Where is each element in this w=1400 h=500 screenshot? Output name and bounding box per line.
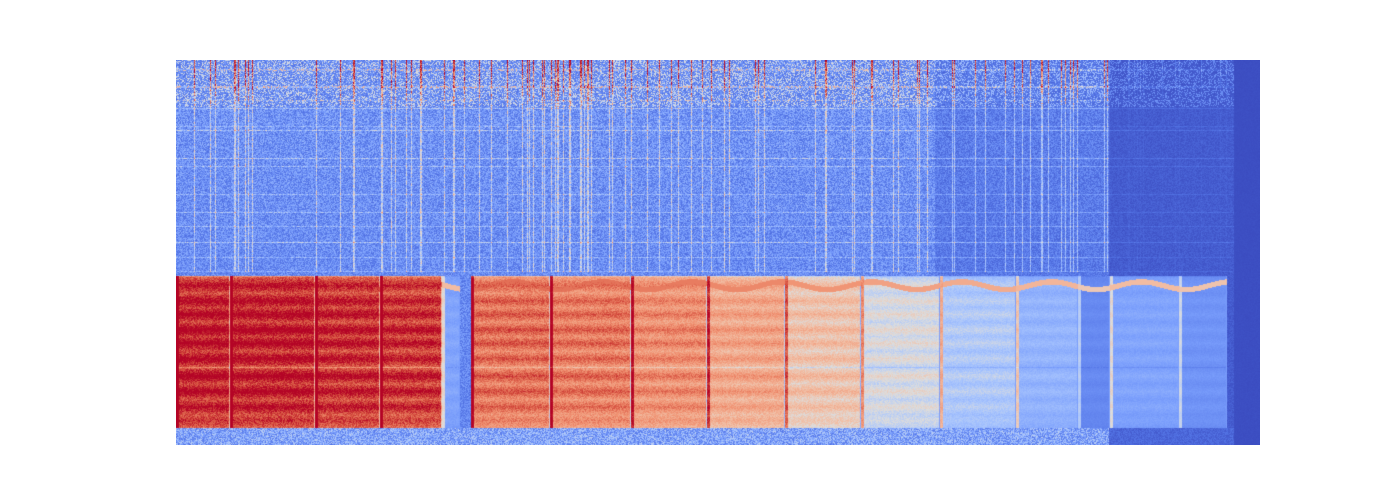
plot-area: [176, 60, 1260, 445]
spectrogram-heatmap: [176, 60, 1260, 445]
